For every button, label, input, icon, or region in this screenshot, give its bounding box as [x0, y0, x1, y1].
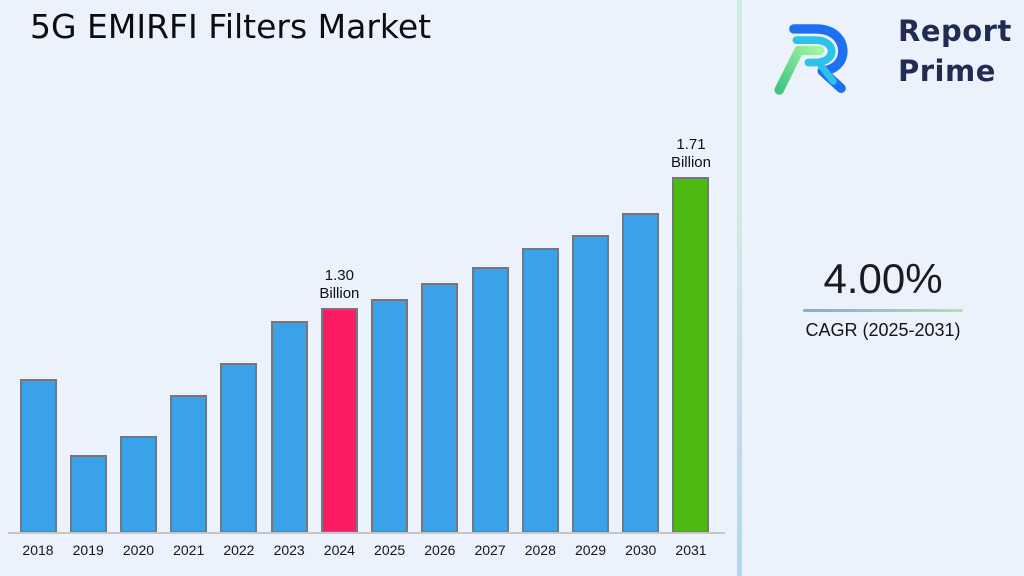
logo-text-line2: Prime	[898, 54, 996, 88]
x-tick-label-2022: 2022	[223, 542, 255, 558]
x-tick-label-2025: 2025	[374, 542, 406, 558]
bar-2022	[220, 363, 258, 533]
bar-2024	[320, 308, 358, 533]
x-tick-label-2018: 2018	[22, 542, 54, 558]
bar-2029	[572, 235, 610, 533]
bar-value-label-2024: 1.30 Billion	[319, 267, 360, 302]
bar-2020	[119, 436, 157, 533]
cagr-label: CAGR (2025-2031)	[805, 320, 961, 340]
x-tick-label-2024: 2024	[323, 542, 355, 558]
x-tick-label-2023: 2023	[273, 542, 305, 558]
x-tick-label-2020: 2020	[122, 542, 155, 558]
x-axis-line	[8, 532, 725, 534]
chart-region: 5G EMIRFI Filters Market 2018 2019 2020 202…	[8, 7, 725, 558]
cagr-value: 4.00%	[823, 255, 943, 302]
bar-2026	[421, 283, 459, 533]
bar-2018	[19, 379, 57, 533]
bar-2025	[371, 299, 409, 533]
logo-text-line1: Report	[898, 14, 1012, 48]
x-tick-label-2027: 2027	[474, 542, 506, 558]
x-tick-label-2026: 2026	[424, 542, 456, 558]
bar-2031	[672, 177, 710, 533]
x-tick-label-2019: 2019	[72, 542, 104, 558]
logo-text: Report Prime	[898, 11, 1012, 91]
panel-divider	[737, 0, 742, 576]
bar-2028	[521, 248, 559, 533]
x-tick-label-2029: 2029	[574, 542, 607, 558]
cagr-block: 4.00% CAGR (2025-2031)	[742, 255, 1024, 341]
report-prime-logo-icon	[774, 24, 848, 95]
x-tick-label-2030: 2030	[625, 542, 657, 558]
bar-2023	[270, 321, 308, 533]
report-prime-logo: Report Prime	[768, 8, 1014, 98]
x-tick-label-2031: 2031	[675, 542, 707, 558]
bar-value-label-2031: 1.71 Billion	[670, 136, 711, 171]
bar-2030	[622, 213, 660, 533]
cagr-underline	[803, 309, 963, 312]
bar-2019	[69, 455, 107, 533]
right-panel: Report Prime 4.00% CAGR (2025-2031)	[742, 0, 1024, 576]
x-tick-label-2028: 2028	[524, 542, 556, 558]
chart-title: 5G EMIRFI Filters Market	[30, 7, 432, 46]
bar-2027	[471, 267, 509, 533]
x-tick-label-2021: 2021	[173, 542, 205, 558]
bar-2021	[170, 395, 208, 533]
